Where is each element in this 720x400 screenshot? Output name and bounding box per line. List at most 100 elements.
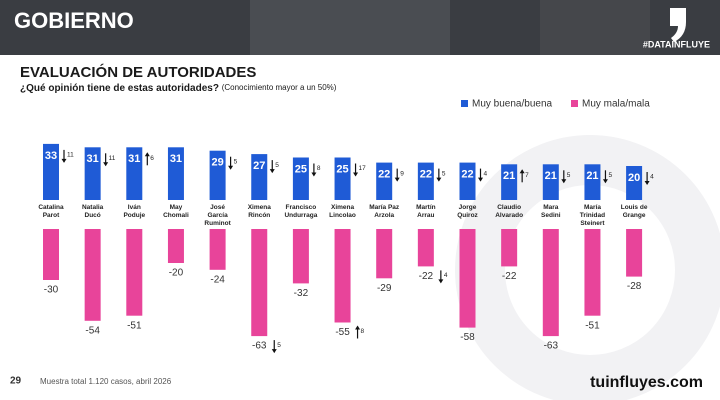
page-number: 29: [10, 376, 22, 387]
bar: [376, 162, 393, 200]
category-line: Ruminot: [204, 220, 231, 227]
value-label: 33: [45, 150, 57, 162]
category-line: Ximena: [248, 204, 272, 211]
category-line: Sedini: [541, 212, 561, 219]
category-label: Natalia Ducó: [82, 204, 104, 219]
bar: [459, 162, 476, 200]
category-line: Catalina: [38, 204, 64, 211]
value-label: 22: [378, 169, 390, 181]
category-line: José: [210, 204, 225, 211]
logo-mark: [670, 8, 686, 42]
category-line: María Paz: [369, 204, 400, 211]
bar: [334, 229, 351, 323]
change-value: 5: [442, 170, 446, 177]
category-line: Parot: [43, 212, 60, 219]
change-marker: 11: [103, 153, 116, 167]
value-label: 31: [128, 153, 140, 165]
change-value: 4: [650, 174, 654, 181]
category-line: Iván: [128, 204, 141, 211]
legend-swatch: [571, 100, 578, 107]
change-value: 8: [361, 328, 365, 335]
bar: [167, 229, 184, 263]
category-label: Catalina Parot: [38, 204, 64, 219]
change-marker: 5: [271, 340, 281, 354]
change-arrow-head: [519, 169, 525, 174]
bar: [501, 164, 518, 200]
change-value: 8: [317, 165, 321, 172]
bar: [251, 154, 268, 200]
change-marker: 4: [644, 172, 654, 185]
bar: [542, 229, 559, 337]
value-label: -22: [502, 271, 517, 282]
category-line: Lincolao: [329, 212, 356, 219]
category-label: Claudio Alvarado: [495, 204, 523, 219]
legend-label: Muy buena/buena: [472, 99, 553, 110]
change-marker: 5: [602, 170, 612, 184]
bar: [501, 229, 518, 267]
change-value: 9: [400, 170, 404, 177]
value-label: -22: [419, 271, 434, 282]
bar: [334, 157, 351, 200]
logo: tuinfluyes.com: [590, 374, 703, 391]
category-line: Francisco: [286, 204, 317, 211]
bar: [251, 229, 268, 337]
change-value: 4: [444, 272, 448, 279]
change-arrow-head: [103, 162, 109, 167]
category-label: Iván Poduje: [123, 204, 145, 219]
change-arrow-head: [394, 177, 400, 182]
category-label: María Trinidad Steinert: [580, 204, 606, 227]
change-marker: 4: [438, 270, 448, 284]
bar: [126, 229, 143, 316]
change-value: 11: [109, 155, 116, 162]
category-label: Jorge Quiroz: [457, 204, 478, 219]
bar: [626, 166, 643, 200]
bar: [626, 229, 643, 277]
value-label: 20: [628, 172, 640, 184]
category-line: Quiroz: [457, 212, 478, 219]
category-label: José García Ruminot: [204, 204, 231, 227]
category-label: Louis de Grange: [621, 204, 648, 219]
bar: [584, 229, 601, 316]
change-arrow-head: [602, 179, 608, 184]
category-line: Mara: [543, 204, 559, 211]
category-line: Ducó: [85, 212, 101, 219]
change-arrow-head: [353, 172, 359, 177]
category-line: Alvarado: [495, 212, 523, 219]
change-arrow-head: [355, 325, 361, 330]
change-arrow-head: [311, 172, 317, 177]
change-arrow-head: [228, 165, 234, 170]
category-line: Steinert: [580, 220, 605, 227]
category-line: Grange: [623, 212, 646, 219]
category-line: Ximena: [331, 204, 355, 211]
value-label: -63: [544, 341, 559, 352]
bar: [542, 164, 559, 200]
change-marker: 5: [436, 168, 446, 182]
value-label: 21: [586, 170, 598, 182]
category-label: Mara Sedini: [541, 204, 561, 219]
change-arrow-head: [144, 152, 150, 157]
category-line: May: [170, 204, 183, 211]
subtitle-note: (Conocimiento mayor a un 50%): [222, 83, 337, 92]
change-arrow-head: [644, 181, 650, 185]
category-line: García: [207, 212, 228, 219]
change-marker: 17: [353, 163, 366, 177]
change-value: 5: [234, 158, 238, 165]
legend-swatch: [461, 100, 468, 107]
change-arrow-head: [561, 179, 567, 184]
bar: [376, 229, 393, 279]
category-label: Ximena Rincón: [248, 204, 272, 219]
change-value: 5: [567, 172, 571, 179]
category-label: Martín Arrau: [416, 204, 436, 219]
watermark: [455, 135, 720, 400]
value-label: -29: [377, 283, 392, 294]
change-value: 5: [275, 162, 279, 169]
change-marker: 6: [144, 152, 154, 166]
change-arrow-head: [269, 169, 275, 174]
bar: [459, 229, 476, 328]
category-line: Martín: [416, 204, 436, 211]
bar: [84, 147, 101, 200]
category-line: Chomali: [163, 212, 189, 219]
change-value: 5: [277, 342, 281, 349]
change-marker: 5: [228, 156, 238, 170]
